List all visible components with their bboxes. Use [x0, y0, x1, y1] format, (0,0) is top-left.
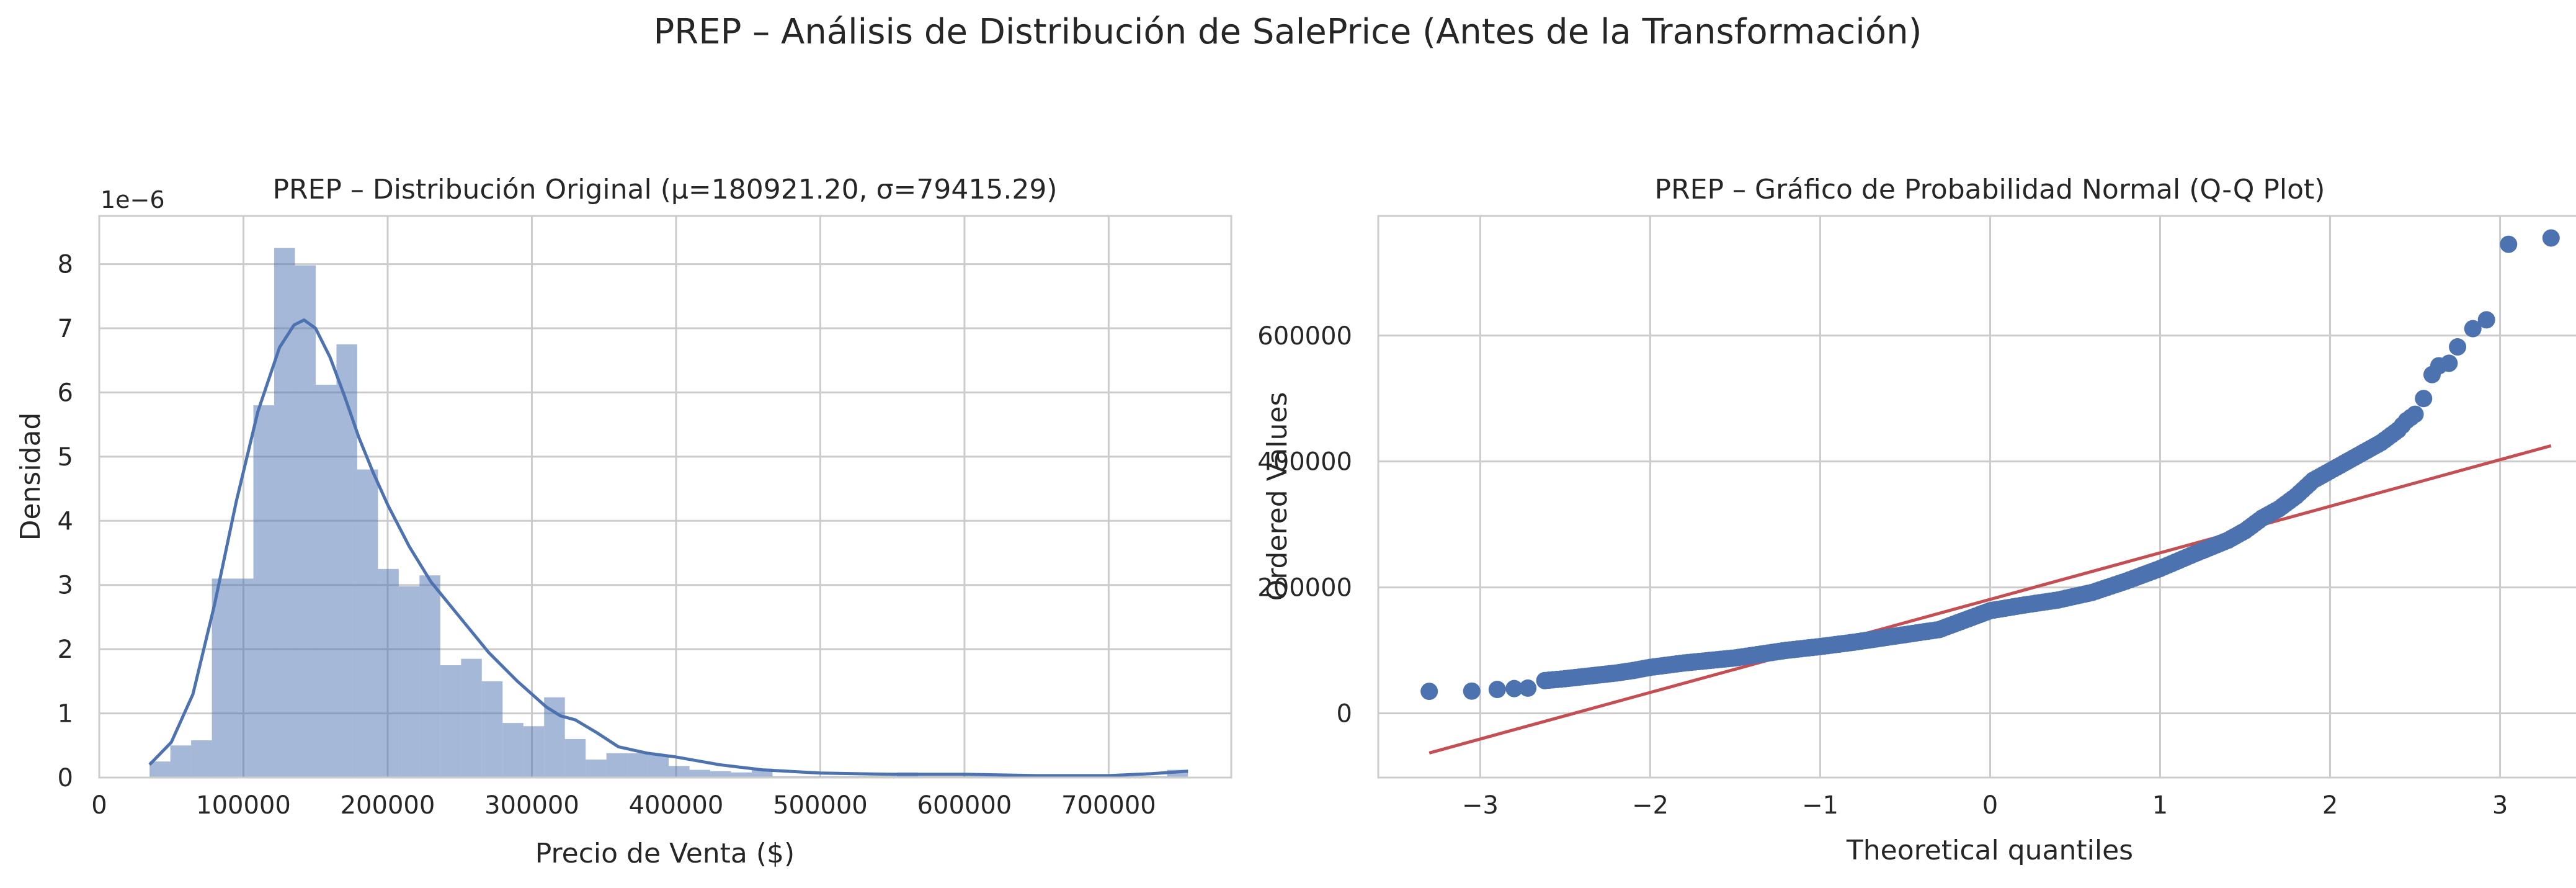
histogram-x-tick-label: 500000	[773, 791, 868, 820]
histogram-bar	[295, 265, 316, 778]
histogram-bar	[564, 738, 586, 778]
histogram-y-tick-label: 8	[58, 251, 73, 279]
qq-xlabel: Theoretical quantiles	[1846, 835, 2133, 866]
histogram-bar	[606, 753, 628, 778]
histogram-x-tick-label: 300000	[484, 791, 579, 820]
histogram-bar	[481, 681, 503, 778]
qq-x-tick-label: −1	[1802, 791, 1838, 820]
qq-plot-panel: PREP – Gráfico de Probabilidad Normal (Q…	[1257, 174, 2576, 866]
qq-point	[1463, 682, 1481, 700]
histogram-y-tick-label: 1	[58, 700, 73, 729]
histogram-bar	[461, 658, 482, 778]
kde-curve	[148, 318, 1188, 778]
qq-title: PREP – Gráfico de Probabilidad Normal (Q…	[1655, 174, 2325, 205]
histogram-bar	[170, 745, 192, 778]
histogram-x-tick-label: 700000	[1061, 791, 1156, 820]
histogram-bar	[357, 469, 378, 778]
histogram-bar	[710, 771, 731, 778]
qq-point	[2542, 229, 2560, 247]
histogram-x-tick-label: 0	[91, 791, 107, 820]
histogram-x-tick-label: 100000	[196, 791, 291, 820]
histogram-offset-text: 1e−6	[100, 186, 165, 213]
histogram-title: PREP – Distribución Original (μ=180921.2…	[273, 174, 1058, 205]
histogram-xlabel: Precio de Venta ($)	[535, 838, 795, 869]
histogram-bar	[440, 665, 461, 778]
qq-tick-labels: −3 −2 −1 0 1 2 3 0 200000 400000 600000	[1257, 322, 2508, 820]
qq-point	[2406, 405, 2424, 423]
histogram-bar	[212, 578, 233, 778]
qq-point	[1505, 679, 1523, 697]
qq-x-tick-label: −3	[1462, 791, 1499, 820]
histogram-y-tick-label: 0	[58, 764, 73, 792]
figure-suptitle: PREP – Análisis de Distribución de SaleP…	[654, 12, 1922, 52]
histogram-bar	[398, 586, 420, 778]
qq-point	[2415, 390, 2433, 408]
histogram-bar	[523, 726, 545, 778]
histogram-x-tick-label: 600000	[917, 791, 1012, 820]
qq-y-tick-label: 0	[1337, 700, 1352, 729]
qq-x-tick-label: 0	[1982, 791, 1998, 820]
histogram-y-tick-label: 2	[58, 635, 73, 664]
histogram-bar	[669, 766, 690, 778]
qq-point	[2464, 320, 2482, 338]
histogram-bar	[315, 385, 337, 778]
histogram-bar	[586, 760, 607, 778]
qq-points	[1420, 229, 2560, 701]
histogram-bar	[336, 344, 357, 778]
qq-point	[1519, 679, 1537, 697]
histogram-bar	[253, 405, 275, 778]
qq-ylabel: Ordered Values	[1262, 392, 1293, 601]
histogram-x-tick-label: 400000	[629, 791, 724, 820]
histogram-y-tick-label: 7	[58, 315, 73, 343]
histogram-y-tick-label: 5	[58, 443, 73, 472]
histogram-panel: PREP – Distribución Original (μ=180921.2…	[15, 174, 1232, 869]
qq-grid	[1378, 216, 2576, 778]
histogram-bars	[149, 248, 1188, 778]
histogram-bar	[378, 568, 399, 778]
histogram-bar	[191, 740, 212, 778]
qq-point	[1488, 681, 1506, 699]
histogram-y-tick-label: 4	[58, 507, 73, 536]
qq-point	[2449, 338, 2467, 356]
qq-x-tick-label: 3	[2492, 791, 2508, 820]
histogram-bar	[149, 761, 171, 778]
qq-plot-frame	[1377, 215, 2576, 779]
qq-x-tick-label: 2	[2322, 791, 2338, 820]
qq-y-tick-label: 400000	[1257, 448, 1352, 477]
histogram-plot-frame	[98, 215, 1232, 779]
histogram-y-tick-label: 6	[58, 379, 73, 407]
histogram-bar	[648, 755, 669, 778]
histogram-bar	[502, 723, 524, 778]
histogram-bar	[233, 578, 254, 778]
histogram-bar	[627, 753, 648, 778]
histogram-bar	[419, 575, 440, 778]
qq-x-tick-label: 1	[2152, 791, 2168, 820]
histogram-ylabel: Densidad	[15, 413, 47, 541]
histogram-kde	[148, 318, 1188, 778]
histogram-bar	[274, 248, 295, 778]
histogram-bar	[731, 772, 752, 778]
histogram-tick-labels: 0 100000 200000 300000 400000 500000 600000 700…	[58, 251, 1156, 820]
qq-point	[1420, 683, 1438, 701]
qq-point	[2440, 354, 2458, 372]
qq-point	[2500, 235, 2518, 253]
qq-point	[2477, 311, 2495, 329]
histogram-y-tick-label: 3	[58, 572, 73, 600]
qq-y-tick-label: 200000	[1257, 574, 1352, 603]
qq-y-tick-label: 600000	[1257, 322, 1352, 351]
qq-x-tick-label: −2	[1632, 791, 1669, 820]
histogram-bar	[689, 769, 711, 778]
qq-reference-line	[1428, 444, 2552, 755]
histogram-x-tick-label: 200000	[341, 791, 435, 820]
qq-fit-line	[1428, 444, 2552, 755]
